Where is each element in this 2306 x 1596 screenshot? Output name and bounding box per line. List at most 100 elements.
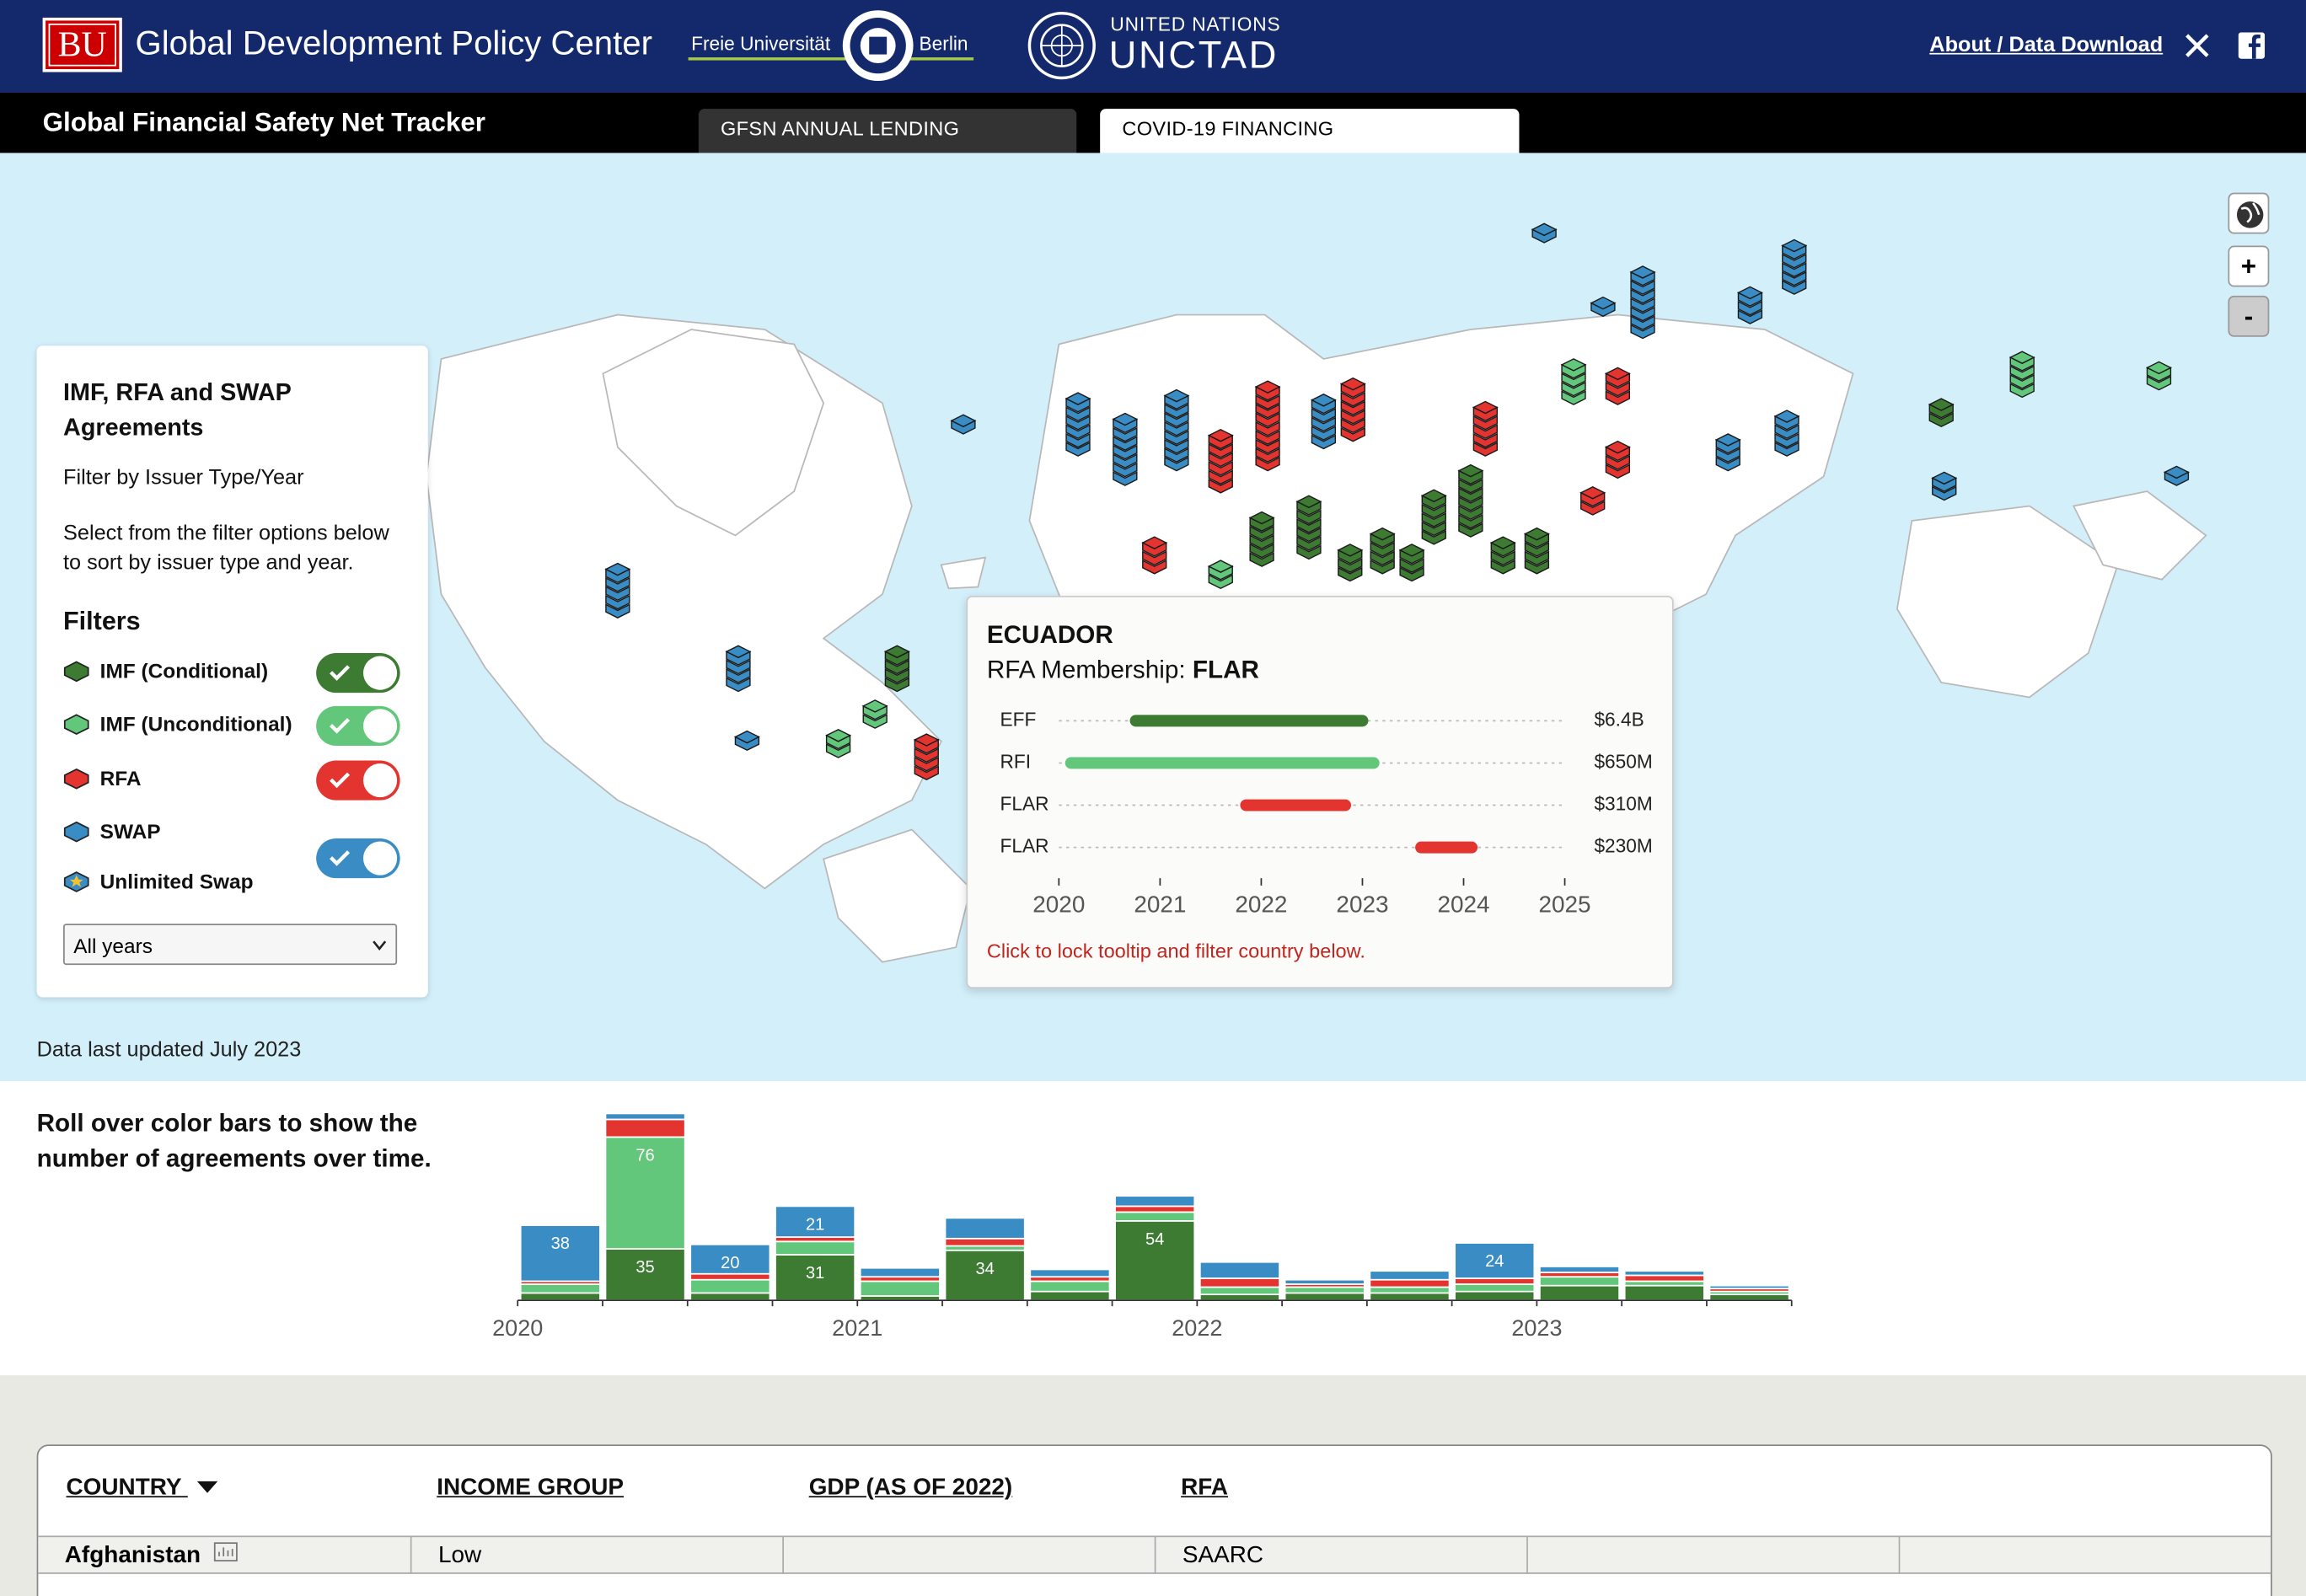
stack-block (1630, 315, 1655, 330)
underline (688, 57, 974, 61)
stack-block (1421, 503, 1446, 519)
stack-block (1255, 394, 1280, 410)
bar-segment (1114, 1219, 1196, 1302)
globe-button[interactable] (2228, 192, 2270, 234)
stack-block (1311, 416, 1337, 432)
x-tick-label: 2022 (1172, 1315, 1222, 1341)
bar-segment (1114, 1195, 1196, 1208)
column-header[interactable]: INCOME GROUP (437, 1475, 625, 1501)
stack-block (1605, 455, 1631, 470)
year-select[interactable]: All years (63, 924, 398, 966)
stack-block (1113, 426, 1138, 442)
stack-top (1531, 222, 1558, 237)
check-mark (330, 850, 351, 866)
stack-top (1604, 440, 1631, 454)
check (330, 850, 351, 866)
stack-block (1340, 400, 1365, 416)
updated-note: Data last updated July 2023 (36, 1038, 302, 1063)
stack-top (883, 645, 910, 659)
filter-label: SWAP (99, 819, 161, 844)
bar-segment (1114, 1205, 1196, 1213)
about-link[interactable]: About / Data Download (1929, 34, 2164, 58)
stack-block (1255, 412, 1280, 428)
chart-icon[interactable] (213, 1541, 239, 1565)
zoom-out[interactable]: - (2228, 295, 2270, 337)
stack-block (1296, 518, 1322, 533)
toggle[interactable] (316, 760, 400, 801)
stack-block (1296, 536, 1322, 551)
column-header[interactable]: COUNTRY (67, 1475, 217, 1502)
seal (842, 10, 914, 82)
stack-block (1630, 297, 1655, 313)
select-value: All years (73, 934, 153, 958)
stack-block (1458, 522, 1483, 538)
bar-segment (1623, 1270, 1705, 1277)
stack-top (1523, 527, 1550, 541)
stack (1579, 486, 1606, 516)
toggle[interactable] (316, 653, 400, 694)
stack (2145, 361, 2173, 391)
x-tick-label: 2020 (1032, 892, 1085, 918)
x-tick-label: 2024 (1437, 892, 1489, 918)
stack-block (1208, 478, 1233, 494)
x-icon[interactable] (2184, 32, 2210, 58)
stack (1590, 296, 1617, 318)
stack-block (1928, 412, 1954, 428)
toggle[interactable] (316, 838, 400, 879)
column-header[interactable]: GDP (AS OF 2022) (808, 1475, 1013, 1501)
stack-block (1399, 558, 1424, 573)
stack-top (1931, 471, 1958, 485)
bar-label: 24 (1485, 1252, 1504, 1271)
stack (1339, 377, 1366, 442)
table-cell (1527, 1535, 1901, 1574)
toggle[interactable] (316, 705, 400, 747)
bar-segment (689, 1243, 771, 1275)
stack-top (1339, 377, 1366, 391)
x-tick-label: 2023 (1336, 892, 1388, 918)
stack-top (861, 699, 888, 713)
stack (1604, 440, 1631, 479)
stack-block (1113, 471, 1138, 486)
country-name: Afghanistan (64, 1543, 201, 1568)
bar-segment (1539, 1276, 1620, 1287)
facebook-icon[interactable] (2238, 32, 2266, 59)
check (330, 772, 351, 789)
table-cell (1900, 1535, 2271, 1574)
bar-segment (604, 1248, 686, 1302)
bar-segment (859, 1280, 941, 1297)
stack-block (1208, 460, 1233, 476)
stack-block (605, 586, 630, 601)
stack (1560, 358, 1587, 405)
tooltip[interactable]: ECUADOR RFA Membership: FLAR EFF $6.4B RFI… (966, 595, 1674, 989)
column-header[interactable]: RFA (1181, 1475, 1228, 1501)
tooltip-chart: EFF $6.4B RFI $650M FLAR $310M FLAR $230M 2020 20… (1000, 708, 1653, 918)
stack-block (884, 668, 910, 683)
stack (1163, 388, 1190, 472)
bar-segment (1454, 1277, 1536, 1285)
tab-active[interactable]: COVID-19 FINANCING ARRANGEMENTS (1100, 109, 1520, 181)
stack-block (1065, 415, 1091, 431)
check (330, 718, 351, 734)
check-mark (330, 665, 351, 681)
stack (1207, 560, 1234, 590)
stack-block (1932, 485, 1957, 501)
bar-segment (1199, 1261, 1280, 1279)
filter-icon (63, 821, 89, 843)
bar-segment (1369, 1270, 1451, 1281)
stack-top (733, 730, 760, 744)
stack-block (862, 714, 888, 729)
stack-block (1249, 552, 1274, 567)
tab[interactable]: GFSN ANNUAL LENDING CAPACITY (698, 109, 1077, 181)
bar-segment (775, 1254, 856, 1302)
stack-top (1065, 392, 1091, 405)
panel-subtitle: Filter by Issuer Type/Year (63, 466, 304, 490)
bar-label: 21 (806, 1215, 824, 1234)
stack-block (1774, 432, 1799, 448)
stack (1931, 471, 1958, 501)
stack-block (1782, 280, 1807, 295)
icon-shape (63, 661, 89, 683)
zoom-in[interactable]: + (2228, 245, 2270, 287)
stack-block (1338, 566, 1363, 582)
bar-segment (1539, 1266, 1620, 1273)
stack-block (1113, 444, 1138, 460)
